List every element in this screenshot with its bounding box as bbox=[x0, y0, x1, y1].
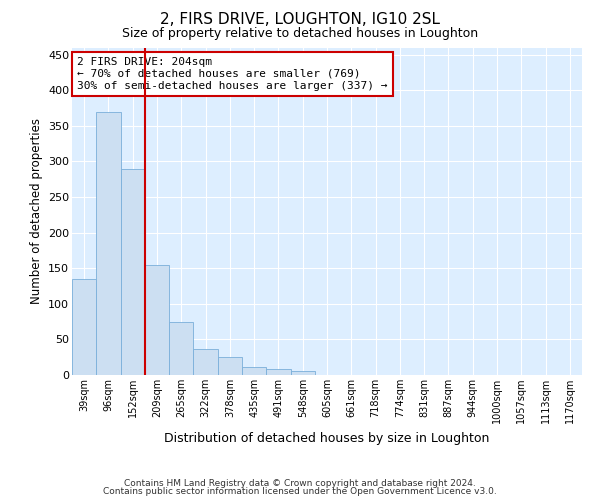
Text: 2 FIRS DRIVE: 204sqm
← 70% of detached houses are smaller (769)
30% of semi-deta: 2 FIRS DRIVE: 204sqm ← 70% of detached h… bbox=[77, 58, 388, 90]
Bar bbox=[242, 367, 266, 375]
Bar bbox=[72, 279, 96, 375]
Text: 2, FIRS DRIVE, LOUGHTON, IG10 2SL: 2, FIRS DRIVE, LOUGHTON, IG10 2SL bbox=[160, 12, 440, 28]
Bar bbox=[145, 264, 169, 375]
Text: Contains public sector information licensed under the Open Government Licence v3: Contains public sector information licen… bbox=[103, 487, 497, 496]
Bar bbox=[96, 112, 121, 375]
Text: Contains HM Land Registry data © Crown copyright and database right 2024.: Contains HM Land Registry data © Crown c… bbox=[124, 478, 476, 488]
Bar bbox=[290, 370, 315, 375]
Bar bbox=[193, 350, 218, 375]
Text: Size of property relative to detached houses in Loughton: Size of property relative to detached ho… bbox=[122, 28, 478, 40]
X-axis label: Distribution of detached houses by size in Loughton: Distribution of detached houses by size … bbox=[164, 432, 490, 444]
Bar bbox=[218, 357, 242, 375]
Y-axis label: Number of detached properties: Number of detached properties bbox=[29, 118, 43, 304]
Bar bbox=[169, 322, 193, 375]
Bar bbox=[121, 168, 145, 375]
Bar bbox=[266, 370, 290, 375]
